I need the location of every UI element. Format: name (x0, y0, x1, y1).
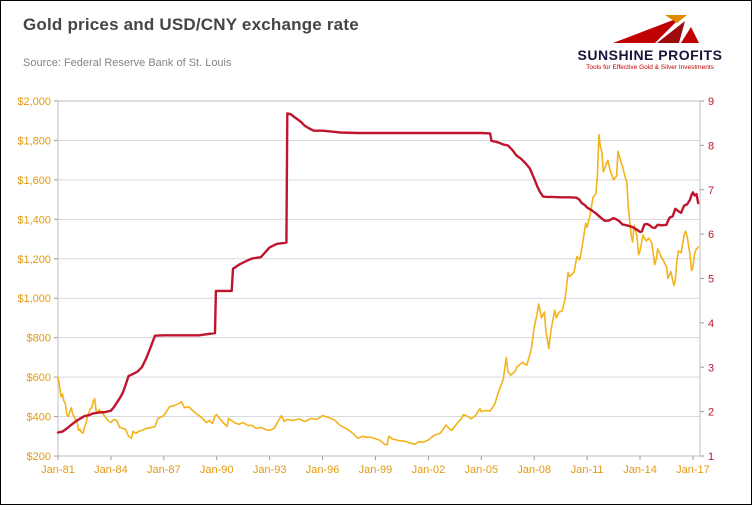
x-axis-label: Jan-08 (517, 464, 551, 476)
plot-border (57, 100, 701, 457)
y-axis-right-label: 9 (708, 96, 714, 108)
y-axis-right-label: 8 (708, 140, 714, 152)
x-axis-label: Jan-14 (623, 464, 657, 476)
y-axis-left-label: $1,800 (17, 135, 51, 147)
x-axis-label: Jan-05 (464, 464, 498, 476)
x-axis-label: Jan-02 (412, 464, 446, 476)
x-axis-label: Jan-87 (147, 464, 181, 476)
y-axis-left-label: $1,200 (17, 254, 51, 266)
x-axis-label: Jan-17 (676, 464, 710, 476)
y-axis-right-label: 6 (708, 229, 714, 241)
y-axis-left-label: $600 (27, 372, 51, 384)
y-axis-left-label: $1,000 (17, 293, 51, 305)
x-axis-label: Jan-96 (306, 464, 340, 476)
y-axis-left-label: $400 (27, 412, 51, 424)
logo-flame-icon (613, 15, 699, 43)
x-axis-label: Jan-84 (94, 464, 128, 476)
y-axis-left-label: $200 (27, 451, 51, 463)
x-axis-label: Jan-93 (253, 464, 287, 476)
y-axis-right-label: 7 (708, 185, 714, 197)
y-axis-left-label: $800 (27, 333, 51, 345)
y-axis-left-label: $1,400 (17, 214, 51, 226)
y-axis-right-label: 2 (708, 407, 714, 419)
usd-cny-series-line (56, 112, 700, 434)
x-axis-label: Jan-11 (571, 464, 604, 476)
y-axis-right-label: 5 (708, 274, 714, 286)
y-axis-right-label: 1 (708, 451, 714, 463)
gold-price-series-line (57, 133, 700, 446)
y-axis-left-label: $2,000 (17, 96, 51, 108)
logo-tagline: Tools for Effective Gold & Silver Invest… (586, 64, 714, 71)
x-axis-label: Jan-90 (200, 464, 234, 476)
chart-title: Gold prices and USD/CNY exchange rate (23, 15, 359, 34)
x-axis-label: Jan-81 (41, 464, 75, 476)
y-axis-left-label: $1,600 (17, 175, 51, 187)
logo-name: SUNSHINE PROFITS (577, 47, 723, 63)
y-axis-right-label: 3 (708, 362, 714, 374)
y-axis-right-label: 4 (708, 318, 714, 330)
x-axis-label: Jan-99 (359, 464, 393, 476)
chart-source: Source: Federal Reserve Bank of St. Loui… (23, 57, 232, 69)
sunshine-profits-logo: SUNSHINE PROFITS Tools for Effective Gol… (565, 13, 735, 71)
